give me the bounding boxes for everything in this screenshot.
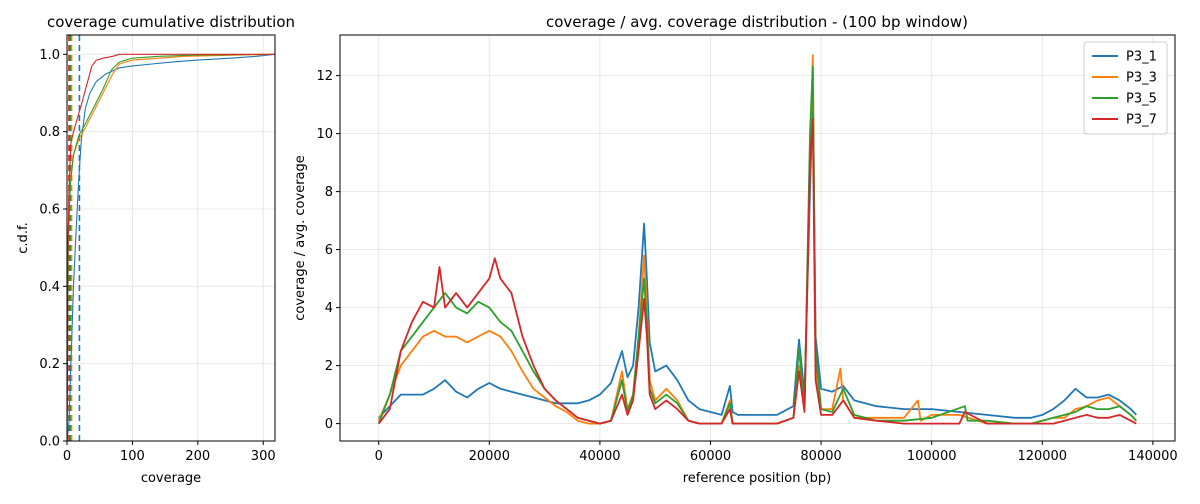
x-tick-label: 20000: [469, 449, 510, 464]
cdf-y-ticks: 0.0 0.2 0.4 0.6 0.8 1.0: [39, 48, 67, 450]
coverage-x-axis-label: reference position (bp): [683, 471, 831, 486]
cdf-x-ticks: 0 100 200 300: [63, 441, 276, 464]
coverage-plot-area: [379, 55, 1137, 423]
legend-label: P3_1: [1126, 50, 1157, 65]
x-tick-label: 140000: [1128, 449, 1178, 464]
series-line-P3_3: [67, 54, 275, 441]
coverage-ratio-chart: coverage / avg. coverage distribution - …: [293, 13, 1178, 486]
y-tick-label: 12: [316, 69, 333, 84]
x-tick-label: 100: [120, 449, 145, 464]
x-tick-label: 0: [375, 449, 383, 464]
cdf-chart: coverage cumulative distribution 0 100 200…: [16, 13, 295, 486]
y-tick-label: 8: [325, 185, 333, 200]
x-tick-label: 80000: [800, 449, 841, 464]
x-tick-label: 60000: [690, 449, 731, 464]
coverage-y-axis-label: coverage / avg. coverage: [293, 155, 308, 321]
legend: P3_1 P3_3 P3_5 P3_7: [1084, 42, 1167, 134]
y-tick-label: 0.0: [39, 435, 60, 450]
coverage-chart-title: coverage / avg. coverage distribution - …: [546, 13, 968, 31]
series-line-P3_7: [67, 54, 275, 441]
y-tick-label: 0: [325, 417, 333, 432]
x-tick-label: 200: [185, 449, 210, 464]
series-line-P3_1: [379, 99, 1137, 418]
coverage-y-ticks: 0 2 4 6 8 10 12: [316, 69, 340, 432]
y-tick-label: 4: [325, 301, 333, 316]
coverage-gridlines: [340, 35, 1175, 441]
y-tick-label: 1.0: [39, 48, 60, 63]
cdf-y-axis-label: c.d.f.: [16, 222, 31, 253]
x-tick-label: 120000: [1017, 449, 1067, 464]
x-tick-label: 40000: [579, 449, 620, 464]
cdf-plot-area: [67, 35, 275, 441]
x-tick-label: 300: [251, 449, 276, 464]
series-line-P3_3: [379, 55, 1137, 423]
y-tick-label: 0.8: [39, 125, 60, 140]
y-tick-label: 2: [325, 359, 333, 374]
series-line-P3_1: [67, 54, 275, 441]
legend-label: P3_5: [1126, 92, 1157, 107]
cdf-gridlines: [67, 35, 275, 441]
series-line-P3_7: [379, 119, 1137, 424]
y-tick-label: 10: [316, 127, 333, 142]
cdf-axes-frame: [67, 35, 275, 441]
y-tick-label: 0.4: [39, 280, 60, 295]
cdf-chart-title: coverage cumulative distribution: [47, 13, 295, 31]
x-tick-label: 0: [63, 449, 71, 464]
y-tick-label: 0.6: [39, 203, 60, 218]
coverage-x-ticks: 0 20000 40000 60000 80000 100000 120000 140000: [375, 441, 1178, 464]
cdf-x-axis-label: coverage: [141, 471, 201, 486]
legend-label: P3_7: [1126, 113, 1157, 128]
x-tick-label: 100000: [907, 449, 957, 464]
series-line-P3_5: [379, 67, 1137, 424]
y-tick-label: 0.2: [39, 357, 60, 372]
coverage-axes-frame: [340, 35, 1175, 441]
y-tick-label: 6: [325, 243, 333, 258]
series-line-P3_5: [67, 54, 275, 441]
legend-label: P3_3: [1126, 71, 1157, 86]
